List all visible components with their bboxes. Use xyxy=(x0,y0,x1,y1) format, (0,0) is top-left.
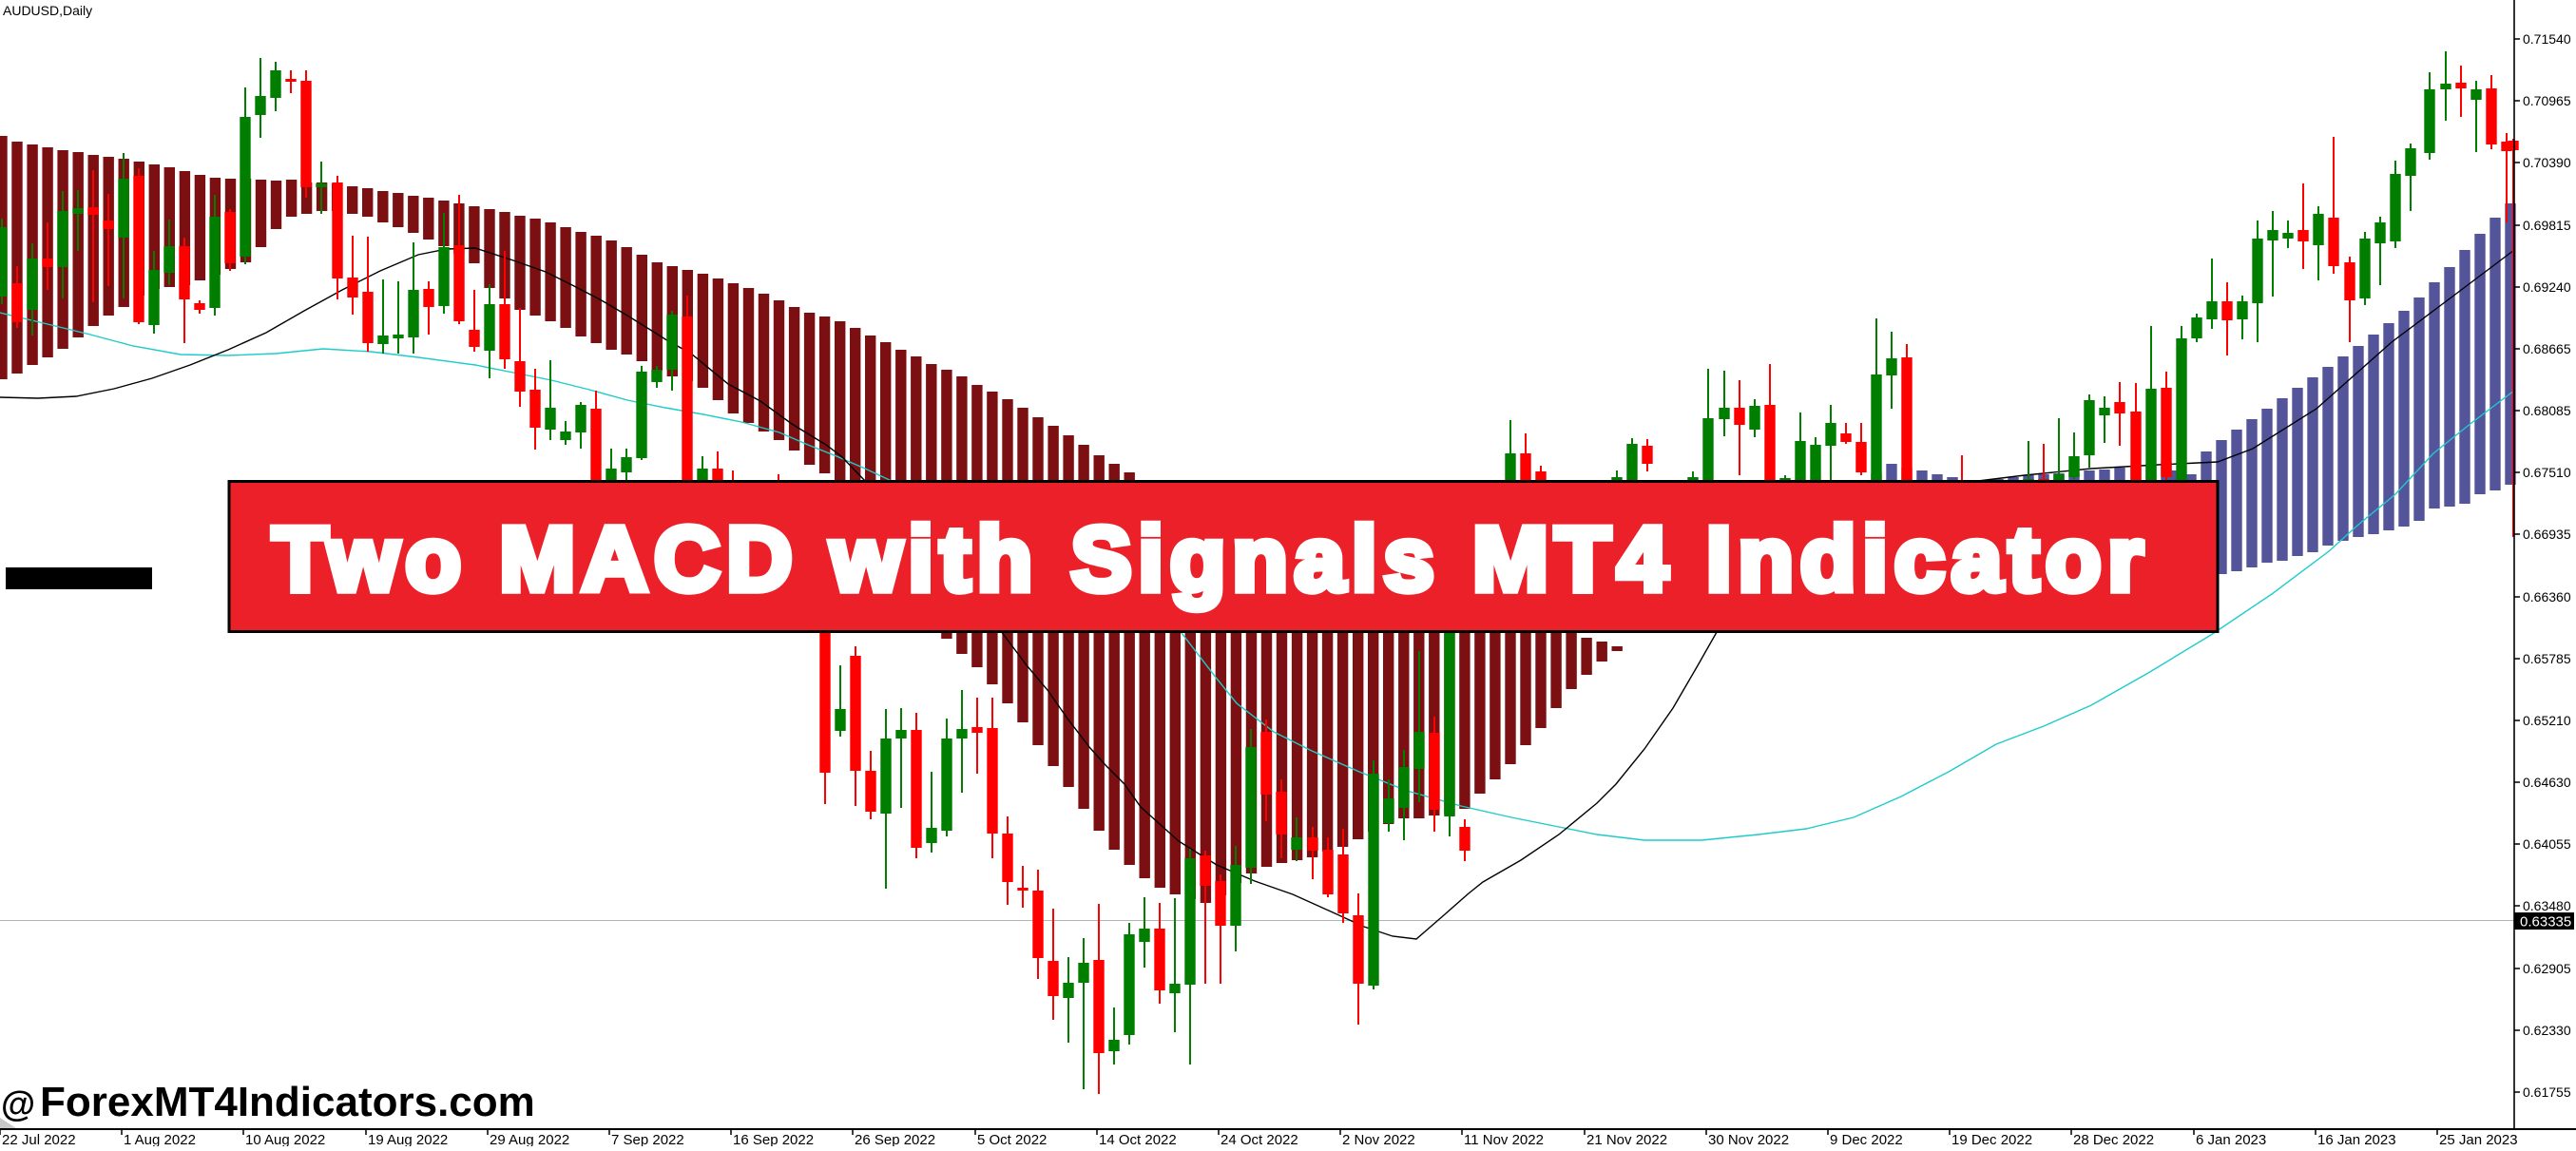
svg-text:0.70390: 0.70390 xyxy=(2523,155,2571,170)
svg-text:7 Sep 2022: 7 Sep 2022 xyxy=(611,1132,684,1146)
svg-text:19 Dec 2022: 19 Dec 2022 xyxy=(1951,1132,2032,1146)
svg-text:0.61755: 0.61755 xyxy=(2523,1084,2571,1100)
svg-text:16 Sep 2022: 16 Sep 2022 xyxy=(733,1132,814,1146)
svg-text:1 Aug 2022: 1 Aug 2022 xyxy=(124,1132,196,1146)
svg-text:19 Aug 2022: 19 Aug 2022 xyxy=(368,1132,448,1146)
svg-text:22 Jul 2022: 22 Jul 2022 xyxy=(2,1132,76,1146)
svg-text:0.64055: 0.64055 xyxy=(2523,836,2571,852)
svg-text:@: @ xyxy=(1,1084,35,1123)
svg-text:11 Nov 2022: 11 Nov 2022 xyxy=(1464,1132,1544,1146)
svg-text:0.64630: 0.64630 xyxy=(2523,775,2571,790)
svg-text:0.65785: 0.65785 xyxy=(2523,651,2571,666)
svg-text:26 Sep 2022: 26 Sep 2022 xyxy=(855,1132,935,1146)
svg-text:25 Jan 2023: 25 Jan 2023 xyxy=(2439,1132,2518,1146)
svg-text:10 Aug 2022: 10 Aug 2022 xyxy=(245,1132,325,1146)
svg-text:6 Jan 2023: 6 Jan 2023 xyxy=(2196,1132,2266,1146)
svg-text:0.68085: 0.68085 xyxy=(2523,403,2571,418)
svg-text:0.70965: 0.70965 xyxy=(2523,93,2571,108)
svg-text:Two MACD with Signals MT4 Indi: Two MACD with Signals MT4 Indicator xyxy=(273,508,2150,610)
svg-text:0.71540: 0.71540 xyxy=(2523,31,2571,47)
svg-text:0.63335: 0.63335 xyxy=(2520,914,2571,930)
svg-text:14 Oct 2022: 14 Oct 2022 xyxy=(1099,1132,1177,1146)
svg-text:0.69815: 0.69815 xyxy=(2523,218,2571,233)
svg-text:0.66360: 0.66360 xyxy=(2523,589,2571,604)
svg-text:AUDUSD,Daily: AUDUSD,Daily xyxy=(3,3,92,18)
svg-text:16 Jan 2023: 16 Jan 2023 xyxy=(2317,1132,2396,1146)
svg-text:30 Nov 2022: 30 Nov 2022 xyxy=(1708,1132,1789,1146)
svg-text:24 Oct 2022: 24 Oct 2022 xyxy=(1221,1132,1298,1146)
svg-text:29 Aug 2022: 29 Aug 2022 xyxy=(490,1132,569,1146)
svg-text:9 Dec 2022: 9 Dec 2022 xyxy=(1830,1132,1903,1146)
svg-text:5 Oct 2022: 5 Oct 2022 xyxy=(977,1132,1047,1146)
svg-text:21 Nov 2022: 21 Nov 2022 xyxy=(1586,1132,1667,1146)
svg-text:0.65210: 0.65210 xyxy=(2523,713,2571,728)
svg-text:0.66935: 0.66935 xyxy=(2523,527,2571,542)
svg-text:0.68665: 0.68665 xyxy=(2523,341,2571,356)
svg-text:ForexMT4Indicators.com: ForexMT4Indicators.com xyxy=(40,1079,535,1125)
svg-text:0.67510: 0.67510 xyxy=(2523,465,2571,480)
svg-text:0.69240: 0.69240 xyxy=(2523,279,2571,295)
svg-text:2 Nov 2022: 2 Nov 2022 xyxy=(1342,1132,1415,1146)
svg-text:0.62905: 0.62905 xyxy=(2523,961,2571,976)
svg-text:0.62330: 0.62330 xyxy=(2523,1023,2571,1038)
svg-text:28 Dec 2022: 28 Dec 2022 xyxy=(2073,1132,2154,1146)
svg-text:0.63480: 0.63480 xyxy=(2523,898,2571,913)
